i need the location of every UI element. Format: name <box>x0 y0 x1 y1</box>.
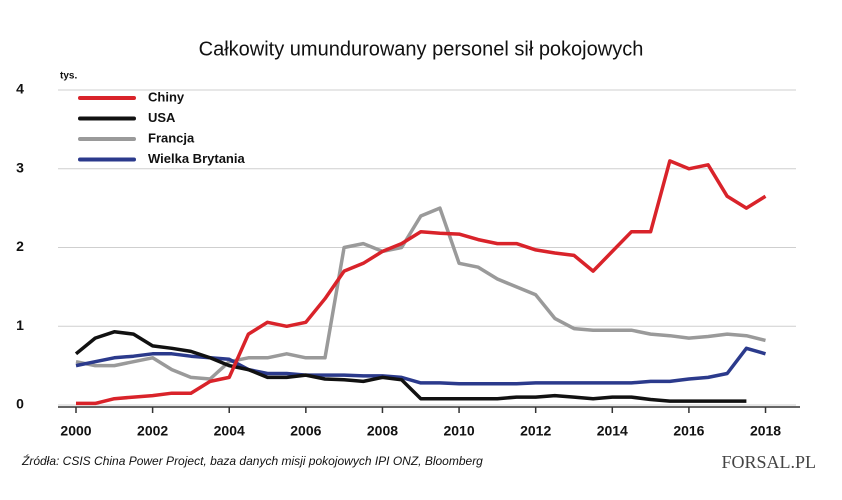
x-tick-label: 2002 <box>137 423 168 439</box>
chart-title: Całkowity umundurowany personel sił poko… <box>199 38 644 60</box>
x-tick-label: 2000 <box>60 423 91 439</box>
y-tick-label: 3 <box>16 159 24 175</box>
logo: FORSAL.PL <box>721 452 816 472</box>
source: Źródła: CSIS China Power Project, baza d… <box>21 453 483 468</box>
x-tick-label: 2012 <box>520 423 551 439</box>
x-tick-label: 2006 <box>290 423 321 439</box>
x-tick-label: 2016 <box>673 423 704 439</box>
legend-label: USA <box>148 110 176 125</box>
series-line <box>76 159 767 406</box>
y-tick-label: 4 <box>16 81 24 97</box>
series-line <box>74 330 747 403</box>
legend-label: Chiny <box>148 89 185 104</box>
x-tick-label: 2004 <box>214 423 245 439</box>
series-line <box>75 206 766 381</box>
series-line <box>75 346 766 386</box>
legend-label: Wielka Brytania <box>148 151 245 166</box>
x-tick-label: 2014 <box>597 423 628 439</box>
y-unit: tys. <box>60 71 77 82</box>
x-tick-label: 2008 <box>367 423 398 439</box>
x-tick-label: 2010 <box>443 423 474 439</box>
x-tick-label: 2018 <box>750 423 781 439</box>
legend-label: Francja <box>148 130 195 145</box>
y-tick-label: 1 <box>16 317 24 333</box>
y-tick-label: 0 <box>16 396 24 412</box>
y-tick-label: 2 <box>16 238 24 254</box>
